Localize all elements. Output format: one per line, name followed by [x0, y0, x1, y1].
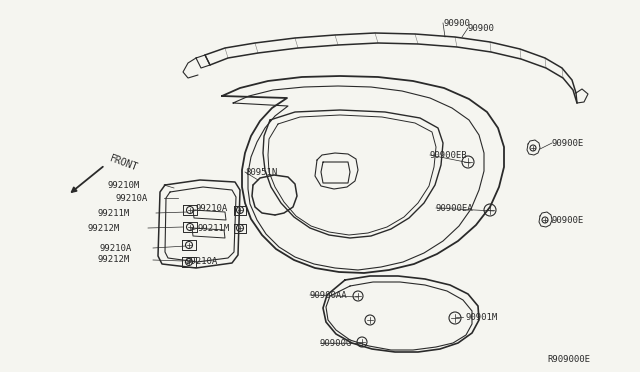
Text: 99212M: 99212M [98, 256, 131, 264]
Text: 99211M: 99211M [98, 208, 131, 218]
Text: 90901M: 90901M [465, 312, 497, 321]
Text: FRONT: FRONT [108, 154, 139, 173]
Text: 90900E: 90900E [552, 138, 584, 148]
Text: 90900AA: 90900AA [310, 291, 348, 299]
Text: R909000E: R909000E [547, 356, 590, 365]
Text: 80951N: 80951N [245, 167, 277, 176]
Text: 90900EA: 90900EA [436, 203, 474, 212]
Text: 99210A: 99210A [115, 193, 147, 202]
Text: 99212M: 99212M [88, 224, 120, 232]
Text: 90900EB: 90900EB [430, 151, 468, 160]
Text: 99210M: 99210M [108, 180, 140, 189]
Text: 90900: 90900 [468, 23, 495, 32]
Text: 90900G: 90900G [320, 339, 352, 347]
Text: 90900: 90900 [443, 19, 470, 28]
Text: 99210A: 99210A [196, 203, 228, 212]
Text: 90900E: 90900E [552, 215, 584, 224]
Text: 99210A: 99210A [185, 257, 217, 266]
Text: 99211M: 99211M [198, 224, 230, 232]
Text: 99210A: 99210A [100, 244, 132, 253]
